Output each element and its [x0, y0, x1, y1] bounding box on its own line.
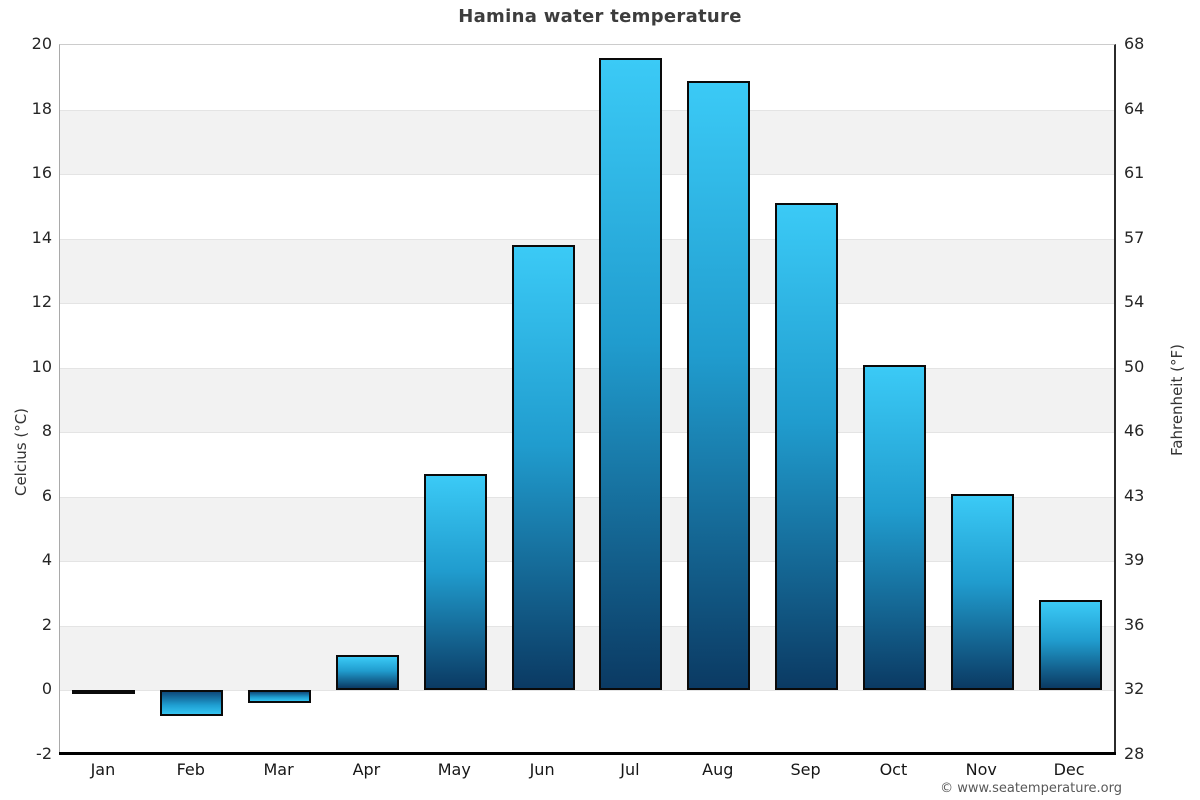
bar-feb — [160, 690, 224, 717]
attribution-text: © www.seatemperature.org — [940, 781, 1122, 796]
bar-sep — [775, 203, 839, 691]
gridline — [60, 109, 1114, 111]
y-tick-label-celsius: 8 — [41, 421, 52, 441]
x-tick-label-feb: Feb — [176, 760, 205, 779]
bar-nov — [950, 493, 1014, 691]
y-tick-label-celsius: 12 — [31, 292, 52, 312]
x-tick-label-sep: Sep — [790, 760, 821, 779]
grid-band — [60, 690, 1114, 755]
grid-band — [60, 561, 1114, 626]
chart-title: Hamina water temperature — [458, 6, 742, 27]
gridline — [60, 367, 1114, 369]
bar-may — [423, 474, 487, 691]
y-tick-label-fahrenheit: 46 — [1124, 421, 1145, 441]
bar-aug — [687, 80, 751, 691]
gridline — [60, 561, 1114, 563]
bar-oct — [862, 364, 926, 691]
y-tick-label-fahrenheit: 39 — [1124, 550, 1145, 570]
y-tick-label-celsius: -2 — [36, 744, 52, 763]
y-axis-title-fahrenheit: Fahrenheit (°F) — [1168, 344, 1186, 456]
y-tick-label-fahrenheit: 28 — [1124, 744, 1145, 763]
bar-apr — [335, 654, 399, 691]
grid-band — [60, 109, 1114, 175]
gridline — [60, 174, 1114, 176]
y-tick-label-celsius: 20 — [31, 34, 52, 53]
gridline — [60, 690, 1114, 692]
bar-jul — [599, 57, 663, 691]
y-tick-label-fahrenheit: 43 — [1124, 485, 1145, 505]
y-tick-label-celsius: 16 — [31, 163, 52, 183]
grid-band — [60, 303, 1114, 368]
y-tick-label-fahrenheit: 61 — [1124, 163, 1145, 183]
x-tick-label-apr: Apr — [352, 760, 381, 779]
y-tick-label-fahrenheit: 32 — [1124, 679, 1145, 699]
y-tick-label-celsius: 0 — [41, 679, 52, 699]
y-tick-label-fahrenheit: 64 — [1124, 98, 1145, 118]
x-tick-label-mar: Mar — [263, 760, 294, 779]
x-tick-label-aug: Aug — [702, 760, 734, 779]
y-tick-label-fahrenheit: 68 — [1124, 34, 1145, 53]
bar-mar — [248, 690, 312, 704]
x-tick-label-dec: Dec — [1053, 760, 1085, 779]
y-tick-label-fahrenheit: 57 — [1124, 227, 1145, 247]
gridline — [60, 432, 1114, 434]
grid-band — [60, 238, 1114, 304]
grid-band — [60, 432, 1114, 497]
grid-band — [60, 496, 1114, 562]
x-tick-label-jul: Jul — [620, 760, 640, 779]
y-tick-label-celsius: 18 — [31, 98, 52, 118]
gridline — [60, 625, 1114, 627]
gridline — [60, 238, 1114, 240]
x-tick-label-may: May — [437, 760, 471, 779]
y-tick-label-fahrenheit: 54 — [1124, 292, 1145, 312]
x-tick-label-nov: Nov — [965, 760, 997, 779]
y-tick-label-celsius: 4 — [41, 550, 52, 570]
y-tick-label-celsius: 6 — [41, 485, 52, 505]
gridline — [60, 496, 1114, 498]
grid-band — [60, 367, 1114, 433]
plot-area — [59, 44, 1116, 755]
gridline — [60, 303, 1114, 305]
y-tick-label-celsius: 10 — [31, 356, 52, 376]
x-tick-label-jan: Jan — [90, 760, 116, 779]
x-tick-label-oct: Oct — [879, 760, 908, 779]
x-axis-line — [59, 752, 1116, 755]
y-tick-label-fahrenheit: 36 — [1124, 614, 1145, 634]
grid-band — [60, 625, 1114, 691]
grid-band — [60, 174, 1114, 239]
bar-dec — [1038, 600, 1102, 691]
x-tick-label-jun: Jun — [529, 760, 555, 779]
bar-jan — [72, 690, 136, 695]
y-tick-label-fahrenheit: 50 — [1124, 356, 1145, 376]
grid-band — [60, 45, 1114, 110]
bar-jun — [511, 245, 575, 691]
y-tick-label-celsius: 2 — [41, 614, 52, 634]
y-axis-title-celsius: Celcius (°C) — [12, 407, 30, 497]
y-tick-label-celsius: 14 — [31, 227, 52, 247]
